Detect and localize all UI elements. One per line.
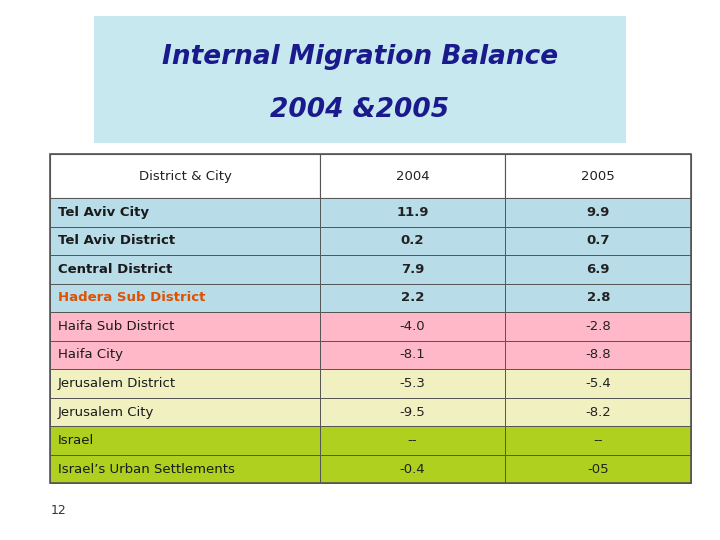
- Text: Tel Aviv District: Tel Aviv District: [58, 234, 175, 247]
- Text: -9.5: -9.5: [400, 406, 426, 419]
- Text: District & City: District & City: [138, 170, 231, 183]
- Text: Hadera Sub District: Hadera Sub District: [58, 292, 205, 305]
- Text: -8.2: -8.2: [585, 406, 611, 419]
- Text: Internal Migration Balance: Internal Migration Balance: [162, 44, 558, 70]
- Text: -0.4: -0.4: [400, 463, 426, 476]
- Text: -8.1: -8.1: [400, 348, 426, 361]
- Text: 0.2: 0.2: [401, 234, 424, 247]
- Text: Haifa Sub District: Haifa Sub District: [58, 320, 174, 333]
- Text: 11.9: 11.9: [396, 206, 428, 219]
- Text: Central District: Central District: [58, 263, 173, 276]
- Text: Israel: Israel: [58, 434, 94, 447]
- Text: Israel’s Urban Settlements: Israel’s Urban Settlements: [58, 463, 235, 476]
- Text: 7.9: 7.9: [401, 263, 424, 276]
- Text: Haifa City: Haifa City: [58, 348, 123, 361]
- Text: -8.8: -8.8: [585, 348, 611, 361]
- Text: Jerusalem City: Jerusalem City: [58, 406, 155, 419]
- Text: 2.2: 2.2: [401, 292, 424, 305]
- Text: --: --: [408, 434, 417, 447]
- Text: -5.3: -5.3: [400, 377, 426, 390]
- Text: 0.7: 0.7: [587, 234, 610, 247]
- Text: 2005: 2005: [582, 170, 615, 183]
- Text: Jerusalem District: Jerusalem District: [58, 377, 176, 390]
- Text: --: --: [593, 434, 603, 447]
- Text: -2.8: -2.8: [585, 320, 611, 333]
- Text: 2004: 2004: [395, 170, 429, 183]
- Text: Tel Aviv City: Tel Aviv City: [58, 206, 149, 219]
- Text: -4.0: -4.0: [400, 320, 426, 333]
- Text: 2004 &2005: 2004 &2005: [271, 97, 449, 123]
- Text: 2.8: 2.8: [587, 292, 610, 305]
- Text: 12: 12: [50, 504, 66, 517]
- Text: 6.9: 6.9: [587, 263, 610, 276]
- Text: -05: -05: [588, 463, 609, 476]
- Text: 9.9: 9.9: [587, 206, 610, 219]
- Text: -5.4: -5.4: [585, 377, 611, 390]
